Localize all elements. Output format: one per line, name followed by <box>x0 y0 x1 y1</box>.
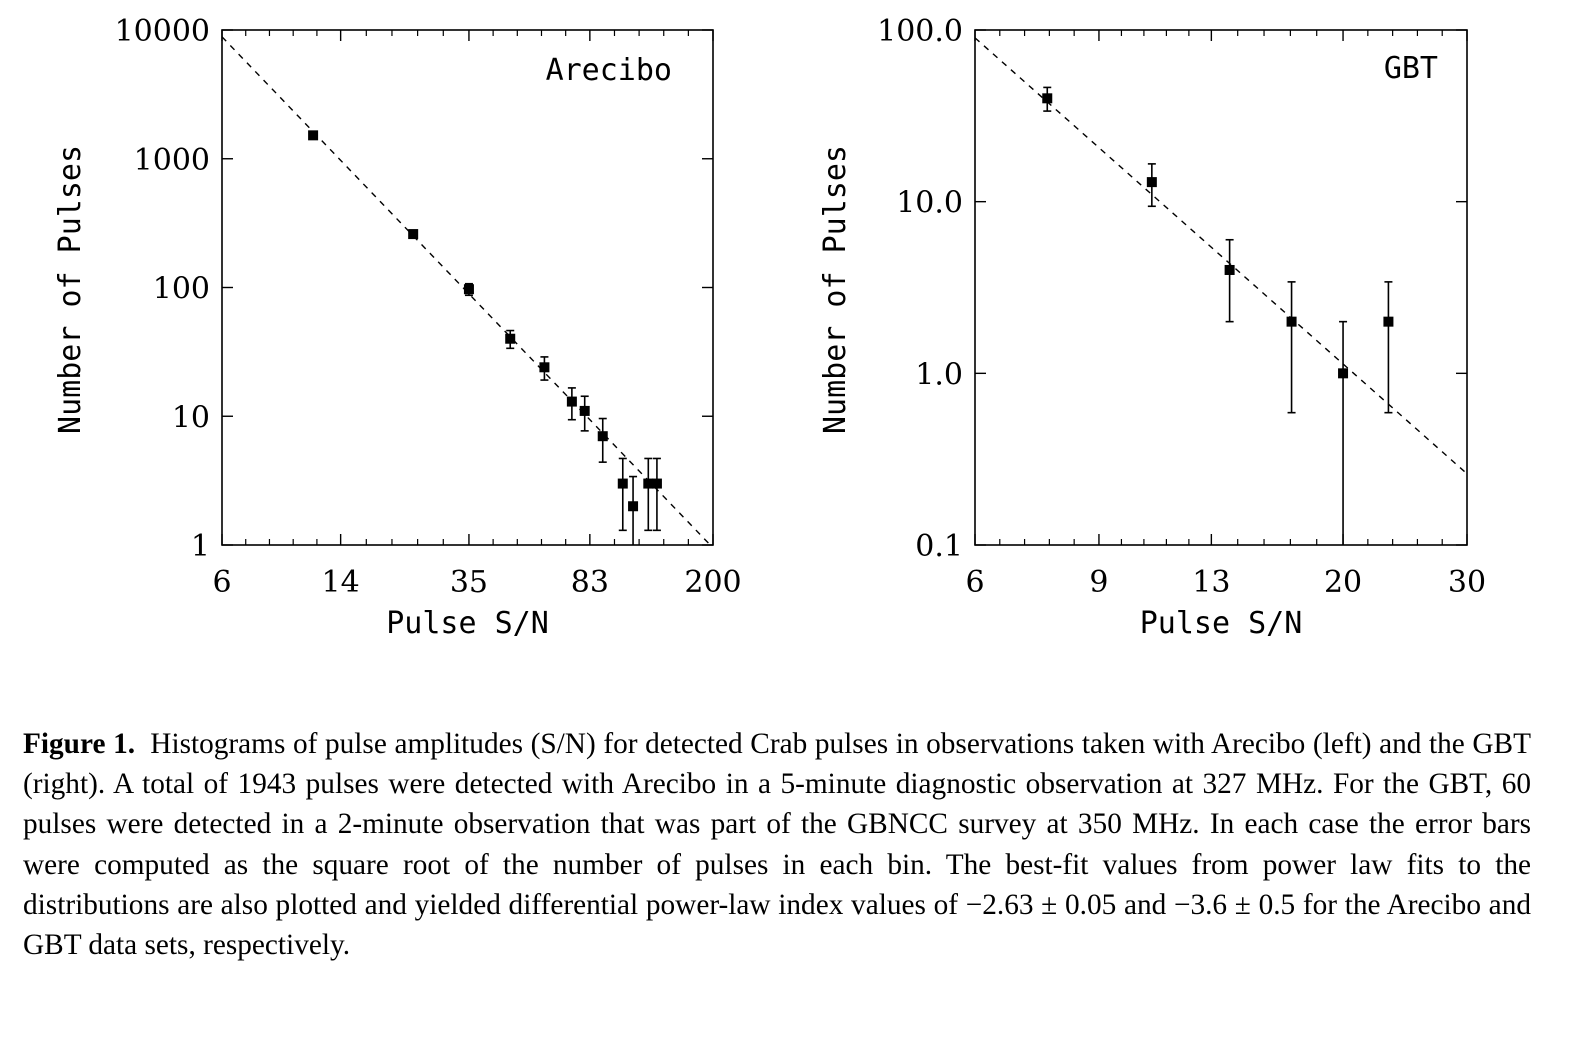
data-point <box>1383 316 1394 327</box>
chart-panel-2: 6 9 13 20 30 0.1 1.0 10.0 100.0 Pulse S/N Number o… <box>818 14 1486 641</box>
x-tick-label: 20 <box>1324 565 1362 600</box>
y-axis-title: Number of Pulses <box>818 145 853 434</box>
figure-caption: Figure 1. Histograms of pulse amplitudes… <box>23 724 1531 965</box>
caption-text: Histograms of pulse amplitudes (S/N) for… <box>23 728 1531 962</box>
y-tick-label: 10 <box>172 400 210 435</box>
y-axis-title: Number of Pulses <box>53 145 88 434</box>
y-tick-label: 10000 <box>115 14 210 49</box>
fit-line <box>975 37 1467 475</box>
x-axis-title: Pulse S/N <box>386 606 549 641</box>
y-tick-label: 1.0 <box>915 357 963 392</box>
x-tick-label: 6 <box>965 565 984 600</box>
data-point <box>1338 368 1349 379</box>
y-tick-label: 10.0 <box>896 186 963 221</box>
y-tick-label: 100 <box>153 272 210 307</box>
data-point <box>505 333 516 344</box>
data-point <box>1224 264 1235 275</box>
panel-label: Arecibo <box>546 53 672 88</box>
charts-svg: 6 14 35 83 200 1 10 100 1000 10000 Pulse S/N Number… <box>53 14 1486 641</box>
x-tick-label: 30 <box>1448 565 1486 600</box>
x-tick-label: 35 <box>450 565 488 600</box>
chart-panel-1: 6 14 35 83 200 1 10 100 1000 10000 Pulse S/N Number… <box>53 14 742 641</box>
data-point <box>651 478 662 489</box>
caption-label: Figure 1. <box>23 728 136 760</box>
y-tick-label: 1 <box>191 529 210 564</box>
fit-line <box>222 36 712 545</box>
plot-frame <box>974 29 1468 546</box>
x-axis-title: Pulse S/N <box>1140 606 1303 641</box>
data-point <box>1146 177 1157 188</box>
y-tick-label: 1000 <box>134 143 210 178</box>
y-tick-label: 100.0 <box>877 14 963 49</box>
panel-label: GBT <box>1384 51 1438 86</box>
data-point <box>617 478 628 489</box>
x-tick-label: 200 <box>684 565 741 600</box>
x-tick-label: 6 <box>212 565 231 600</box>
figure-charts: 6 14 35 83 200 1 10 100 1000 10000 Pulse S/N Number… <box>53 14 1486 641</box>
data-layer <box>975 37 1467 545</box>
data-point <box>408 229 419 240</box>
data-point <box>597 431 608 442</box>
data-point <box>643 478 654 489</box>
x-tick-label: 83 <box>571 565 609 600</box>
y-tick-label: 0.1 <box>915 529 963 564</box>
data-point <box>308 130 319 141</box>
x-tick-label: 13 <box>1192 565 1230 600</box>
data-layer <box>222 36 712 545</box>
data-point <box>539 362 550 373</box>
x-tick-label: 14 <box>322 565 360 600</box>
data-point <box>566 396 577 407</box>
data-point <box>463 284 474 295</box>
data-point <box>579 405 590 416</box>
data-point <box>1286 316 1297 327</box>
data-point <box>1042 93 1053 104</box>
x-tick-label: 9 <box>1089 565 1108 600</box>
data-point <box>628 501 639 512</box>
